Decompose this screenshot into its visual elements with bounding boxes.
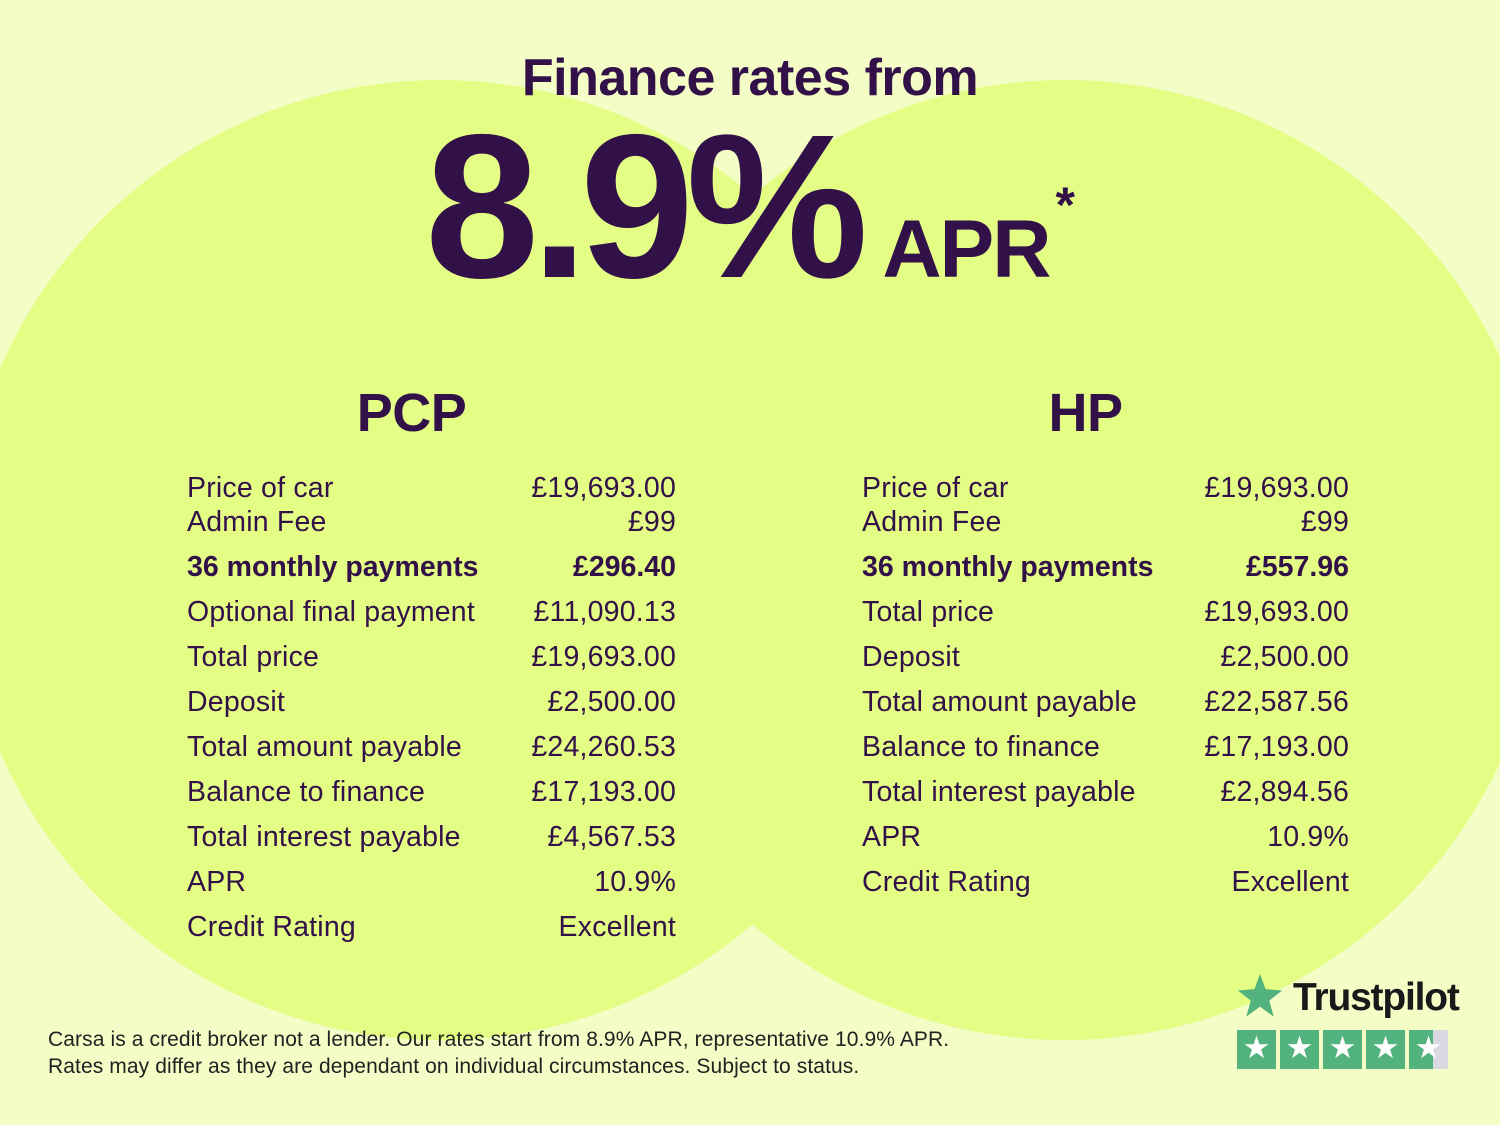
rating-star-box-5-half: ★ <box>1409 1030 1448 1069</box>
trustpilot-star-icon <box>1237 974 1283 1017</box>
rating-star-box-2: ★ <box>1280 1030 1319 1069</box>
row-label: Total interest payable <box>187 821 461 853</box>
row-label: APR <box>862 821 922 853</box>
row-value: £17,193.00 <box>531 776 676 808</box>
headline-rate: 8.9% APR * <box>0 104 1500 309</box>
table-row: Price of car £19,693.00 <box>862 471 1349 505</box>
table-row: Optional final payment £11,090.13 <box>187 595 676 629</box>
trustpilot-logo: Trustpilot <box>1237 974 1460 1020</box>
rating-star-box-1: ★ <box>1237 1030 1276 1069</box>
row-value: £99 <box>1300 506 1349 538</box>
row-label: 36 monthly payments <box>187 551 479 583</box>
row-value: Excellent <box>1231 866 1349 898</box>
row-label: Deposit <box>862 641 961 673</box>
trustpilot-wordmark: Trustpilot <box>1293 975 1460 1019</box>
row-label: Admin Fee <box>862 506 1002 538</box>
row-value: £2,500.00 <box>547 686 676 718</box>
row-value: 10.9% <box>1267 821 1349 853</box>
table-row: Total amount payable £22,587.56 <box>862 685 1349 719</box>
star-icon: ★ <box>1285 1030 1314 1066</box>
pcp-table-title: PCP <box>356 383 467 443</box>
rating-star-box-4: ★ <box>1366 1030 1405 1069</box>
row-label: Admin Fee <box>187 506 327 538</box>
row-label: APR <box>187 866 247 898</box>
table-row: Total amount payable £24,260.53 <box>187 730 676 764</box>
row-value: £4,567.53 <box>547 821 676 853</box>
row-label: Optional final payment <box>187 596 475 628</box>
table-row: APR 10.9% <box>187 865 676 899</box>
row-value: £557.96 <box>1245 551 1349 583</box>
row-value: Excellent <box>558 911 676 943</box>
row-value: £2,894.56 <box>1220 776 1349 808</box>
row-value: £2,500.00 <box>1220 641 1349 673</box>
row-value: £19,693.00 <box>1204 472 1349 504</box>
pcp-table: Price of car £19,693.00 Admin Fee £99 36 m… <box>187 471 676 944</box>
trustpilot-block: Trustpilot ★ ★ ★ ★ ★ <box>1237 974 1460 1069</box>
row-label: Total price <box>187 641 320 673</box>
table-row-highlight: 36 monthly payments £296.40 <box>187 550 676 584</box>
row-label: Balance to finance <box>187 776 426 808</box>
star-icon: ★ <box>1328 1030 1357 1066</box>
table-row: Total price £19,693.00 <box>187 640 676 674</box>
rating-star-box-3: ★ <box>1323 1030 1362 1069</box>
row-label: Total amount payable <box>187 731 462 763</box>
row-label: Deposit <box>187 686 286 718</box>
footnote-line-1: Carsa is a credit broker not a lender. O… <box>48 1028 950 1051</box>
row-label: Credit Rating <box>187 911 356 943</box>
asterisk: * <box>1055 177 1075 233</box>
table-row: Credit Rating Excellent <box>187 910 676 944</box>
star-icon: ★ <box>1414 1030 1443 1066</box>
table-row: Total interest payable £4,567.53 <box>187 820 676 854</box>
table-row-highlight: 36 monthly payments £557.96 <box>862 550 1349 584</box>
row-label: Price of car <box>862 472 1009 504</box>
row-value: 10.9% <box>594 866 676 898</box>
row-value: £99 <box>627 506 676 538</box>
row-label: Balance to finance <box>862 731 1101 763</box>
table-row: Balance to finance £17,193.00 <box>187 775 676 809</box>
rate-value: 8.9% <box>425 92 868 321</box>
row-label: Total price <box>862 596 995 628</box>
table-row: Balance to finance £17,193.00 <box>862 730 1349 764</box>
row-value: £19,693.00 <box>531 472 676 504</box>
apr-label: APR <box>882 204 1051 295</box>
row-value: £19,693.00 <box>1204 596 1349 628</box>
row-value: £296.40 <box>572 551 676 583</box>
table-row: Deposit £2,500.00 <box>187 685 676 719</box>
row-value: £17,193.00 <box>1204 731 1349 763</box>
table-row: APR 10.9% <box>862 820 1349 854</box>
table-row: Credit Rating Excellent <box>862 865 1349 899</box>
row-label: Total amount payable <box>862 686 1137 718</box>
row-value: £19,693.00 <box>531 641 676 673</box>
trustpilot-rating-stars: ★ ★ ★ ★ ★ <box>1237 1030 1459 1069</box>
row-label: 36 monthly payments <box>862 551 1154 583</box>
row-value: £22,587.56 <box>1204 686 1349 718</box>
table-row: Price of car £19,693.00 <box>187 471 676 505</box>
table-row: Admin Fee £99 <box>862 505 1349 539</box>
table-row: Admin Fee £99 <box>187 505 676 539</box>
star-icon: ★ <box>1242 1030 1271 1066</box>
table-row: Total price £19,693.00 <box>862 595 1349 629</box>
table-row: Total interest payable £2,894.56 <box>862 775 1349 809</box>
footnote-line-2: Rates may differ as they are dependant o… <box>48 1054 860 1078</box>
legal-footnote: Carsa is a credit broker not a lender. O… <box>48 1027 949 1080</box>
star-icon: ★ <box>1371 1030 1400 1066</box>
page-title: Finance rates from <box>521 49 979 107</box>
hp-table: Price of car £19,693.00 Admin Fee £99 36 m… <box>862 471 1349 899</box>
table-row: Deposit £2,500.00 <box>862 640 1349 674</box>
row-value: £11,090.13 <box>533 596 676 628</box>
row-value: £24,260.53 <box>531 731 676 763</box>
row-label: Credit Rating <box>862 866 1031 898</box>
row-label: Total interest payable <box>862 776 1136 808</box>
right-circle-background <box>585 80 1500 1040</box>
hp-table-title: HP <box>1048 383 1123 443</box>
row-label: Price of car <box>187 472 334 504</box>
